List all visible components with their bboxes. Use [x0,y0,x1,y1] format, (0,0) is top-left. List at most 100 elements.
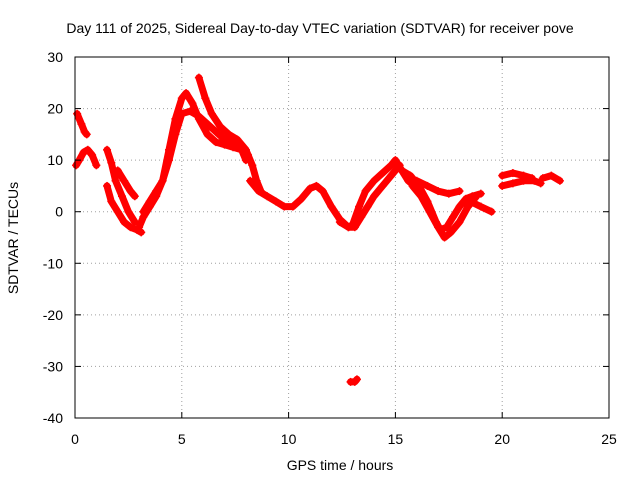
data-point [82,130,91,139]
data-point [352,375,361,384]
data-point [263,192,272,201]
data-point [538,174,547,183]
y-tick-label-5: 10 [47,152,63,168]
data-point [186,107,195,116]
data-point [77,120,86,129]
data-point [361,187,370,196]
data-point [130,192,139,201]
data-point [120,218,129,227]
data-point [182,89,191,98]
x-tick-label-0: 0 [71,431,79,447]
data-point [120,176,129,185]
y-tick-label-1: -30 [43,358,63,374]
data-point [444,189,453,198]
data-point [246,176,255,185]
data-point [220,135,229,144]
data-point [408,181,417,190]
data-point [126,223,135,232]
data-point [73,109,82,118]
data-point [487,207,496,216]
series-track-15 [498,169,536,182]
data-point [455,218,464,227]
data-point [164,156,173,165]
data-point [555,176,564,185]
data-point [370,176,379,185]
data-point [288,202,297,211]
data-point [476,202,485,211]
data-point [88,150,97,159]
data-point [224,130,233,139]
chart-title: Day 111 of 2025, Sidereal Day-to-day VTE… [66,20,574,36]
data-point [211,138,220,147]
data-point [391,156,400,165]
data-point [472,192,481,201]
data-point [305,184,314,193]
data-point [387,161,396,170]
data-point [145,197,154,206]
data-point [177,94,186,103]
y-tick-label-0: -40 [43,410,63,426]
y-tick-label-4: 0 [55,204,63,220]
x-tick-label-3: 15 [388,431,404,447]
data-point [188,99,197,108]
data-point [440,233,449,242]
data-point [297,194,306,203]
data-point [498,181,507,190]
data-point [103,145,112,154]
data-point [107,158,116,167]
x-tick-label-5: 25 [601,431,617,447]
data-point [248,161,257,170]
data-point [355,202,364,211]
data-point [455,202,464,211]
data-point [318,187,327,196]
data-point [254,187,263,196]
tick-marks [74,56,610,419]
data-point [124,207,133,216]
data-point [425,207,434,216]
data-point [397,166,406,175]
data-point [406,171,415,180]
data-point [335,218,344,227]
series-track-2 [73,110,91,138]
y-tick-labels: -40 -30 -20 -10 0 10 20 30 [43,49,63,426]
y-tick-label-6: 20 [47,101,63,117]
data-point [378,181,387,190]
data-point [446,228,455,237]
y-tick-label-2: -20 [43,307,63,323]
data-point [111,176,120,185]
data-point [442,223,451,232]
data-point [103,181,112,190]
series-track-5 [114,167,139,200]
data-point [171,130,180,139]
data-point [229,140,238,149]
data-point [113,207,122,216]
data-point [117,192,126,201]
data-point [233,135,242,144]
data-point [280,202,289,211]
data-point [152,187,161,196]
data-point [530,176,539,185]
data-point [79,148,88,157]
data-point [423,181,432,190]
data-point [434,223,443,232]
data-point [216,122,225,131]
data-point [357,212,366,221]
data-point [194,112,203,121]
plot-frame [74,56,610,419]
data-point [203,130,212,139]
data-point [201,94,210,103]
data-point [107,197,116,206]
data-point [83,145,92,154]
data-point [547,171,556,180]
data-point [466,197,475,206]
x-tick-labels: 0 5 10 15 20 25 [71,431,617,447]
data-point [194,73,203,82]
data-point [139,207,148,216]
data-point [207,109,216,118]
series-group [72,73,564,386]
x-tick-label-2: 10 [281,431,297,447]
series-track-8 [195,74,265,195]
data-point [350,223,359,232]
